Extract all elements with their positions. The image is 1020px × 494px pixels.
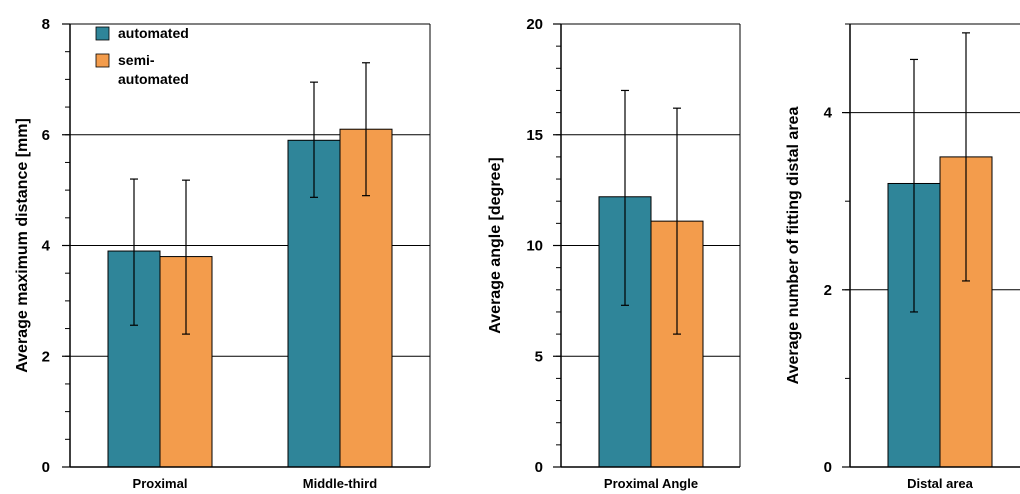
y-tick-label: 0 (42, 459, 50, 476)
y-tick-label: 10 (526, 238, 543, 255)
legend-label: semi- (118, 52, 155, 68)
category-label: Middle-third (303, 476, 377, 491)
y-tick-label: 20 (526, 16, 543, 33)
y-tick-label: 0 (824, 459, 832, 476)
y-axis-label: Average maximum distance [mm] (14, 118, 31, 373)
y-tick-label: 4 (824, 105, 833, 122)
legend: automated semi-automated (95, 25, 189, 87)
y-axis-label: Average angle [degree] (487, 157, 504, 333)
legend-label: automated (118, 25, 189, 41)
y-tick-label: 6 (42, 127, 50, 144)
y-tick-label: 4 (42, 238, 51, 255)
y-tick-label: 5 (535, 348, 543, 365)
legend-label: automated (118, 71, 189, 87)
category-label: Proximal Angle (604, 476, 698, 491)
chart-panel-3: Distal area 0 2 4 Average number of fitting … (785, 23, 1020, 491)
y-axis-label: Average number of fitting distal area (785, 107, 802, 385)
category-label: Distal area (907, 476, 974, 491)
legend-swatch-automated (95, 26, 110, 41)
y-tick-label: 2 (42, 348, 50, 365)
y-tick-label: 2 (824, 282, 832, 299)
y-tick-label: 0 (535, 459, 543, 476)
legend-swatch-semi-automated (95, 53, 110, 68)
category-label: Proximal (133, 476, 188, 491)
y-tick-label: 8 (42, 16, 50, 33)
chart-panel-1: Proximal Middle-third 0 2 4 6 8 Average maximum… (14, 16, 431, 491)
y-tick-label: 15 (526, 127, 543, 144)
chart-panel-2: Proximal Angle 0 5 10 15 20 Average angle [deg… (487, 16, 741, 491)
